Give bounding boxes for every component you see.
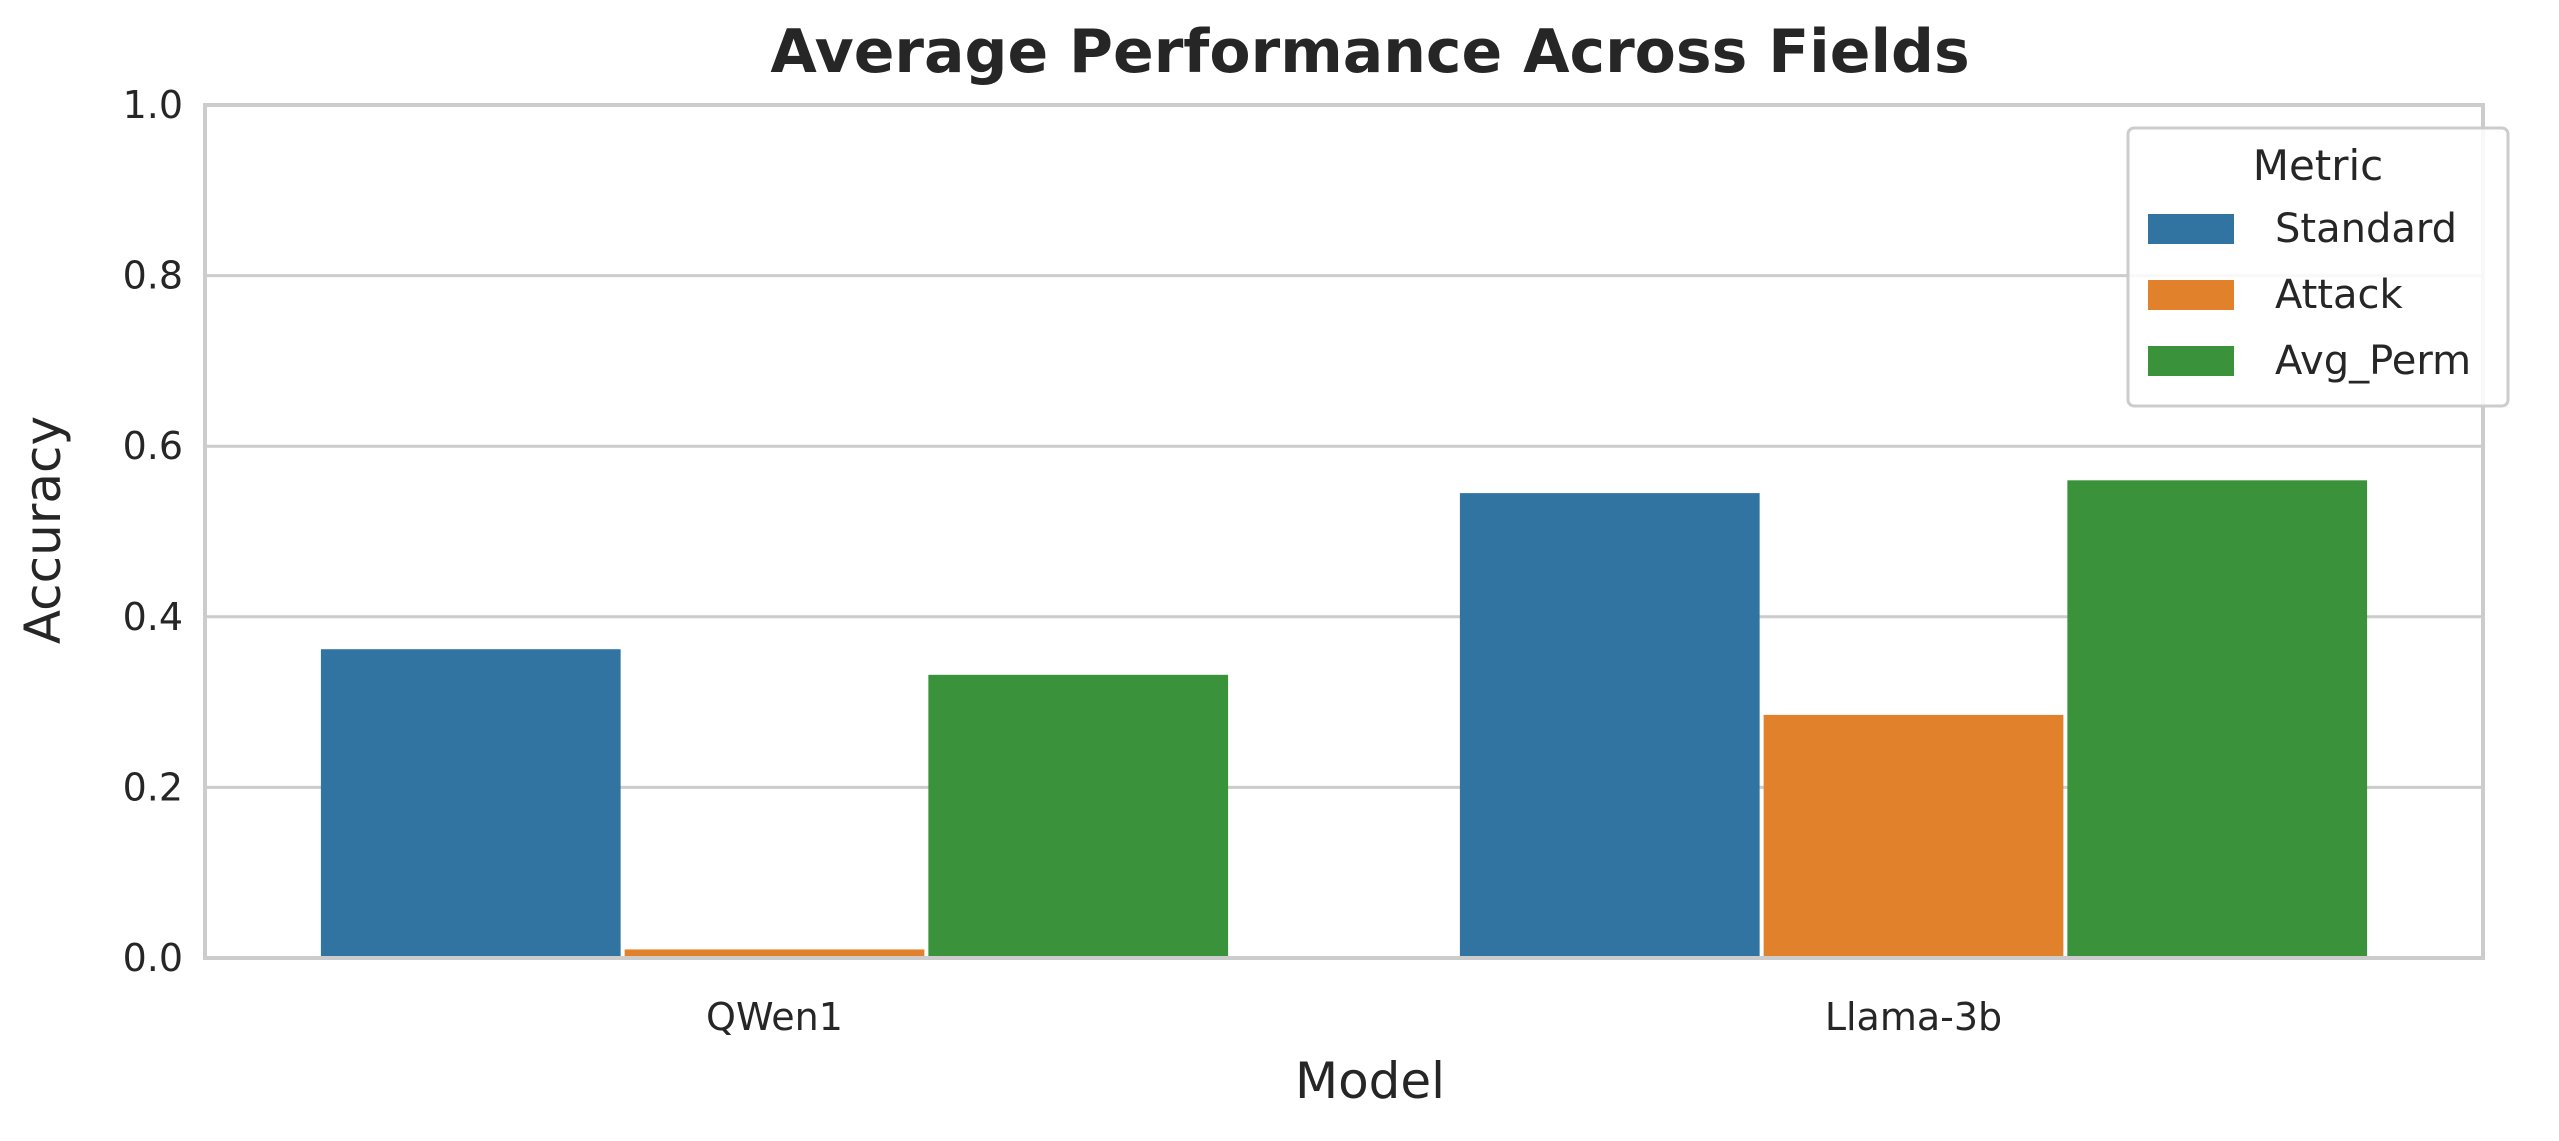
legend-swatch [2148, 346, 2234, 376]
plot-frame [203, 103, 2485, 960]
y-tick-label: 0.4 [123, 595, 183, 639]
x-axis-ticks: QWen1 Llama-3b [706, 995, 2002, 1039]
y-tick-label: 0.0 [123, 936, 183, 980]
legend-label: Attack [2275, 272, 2404, 318]
x-tick-label: QWen1 [706, 995, 843, 1039]
legend-swatch [2148, 280, 2234, 310]
plot-border [203, 103, 2485, 960]
y-tick-label: 1.0 [123, 83, 183, 127]
y-axis-label: Accuracy [14, 416, 72, 644]
legend-swatch [2148, 214, 2234, 244]
x-tick-label: Llama-3b [1825, 995, 2002, 1039]
legend-title: Metric [2253, 141, 2384, 190]
y-axis-ticks: 0.0 0.2 0.4 0.6 0.8 1.0 [123, 83, 183, 980]
legend-items: Standard Attack Avg_Perm [2148, 206, 2471, 384]
bar-avg-perm-llama-3b [2067, 480, 2368, 958]
y-tick-label: 0.6 [123, 424, 183, 468]
bar-standard-qwen1 [320, 649, 621, 958]
legend-frame [2126, 126, 2510, 408]
y-tick-label: 0.8 [123, 254, 183, 298]
legend: Metric Standard Attack Avg_Perm [2126, 126, 2510, 408]
bar-standard-llama-3b [1459, 493, 1760, 958]
x-axis-label: Model [1295, 1052, 1445, 1110]
bar-attack-qwen1 [624, 949, 925, 958]
bar-avg-perm-qwen1 [928, 674, 1229, 958]
bar-attack-llama-3b [1763, 714, 2064, 958]
y-tick-label: 0.2 [123, 765, 183, 809]
bars [320, 480, 2368, 958]
legend-label: Standard [2275, 206, 2457, 252]
chart-title: Average Performance Across Fields [770, 17, 1969, 87]
legend-label: Avg_Perm [2275, 338, 2471, 384]
